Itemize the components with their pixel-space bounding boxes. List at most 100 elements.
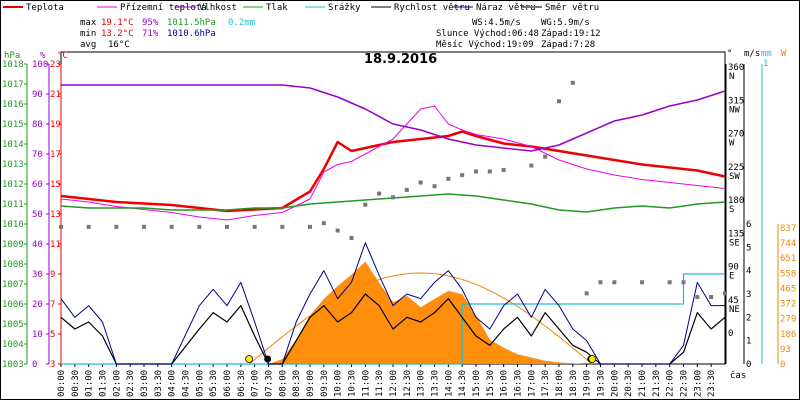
- info-sunset: Západ:19:12: [541, 29, 601, 39]
- wind-dir-point-22: [487, 169, 492, 174]
- moonset-marker: [264, 355, 272, 363]
- tick-x-2: 01:00: [85, 370, 95, 397]
- stat-max-hum: 95%: [142, 18, 159, 28]
- tick-x-22: 11:00: [361, 370, 371, 397]
- info-moonset: Západ:7:28: [541, 40, 595, 50]
- tick-hpa-1014: 1014: [2, 140, 24, 150]
- legend-label-wind-gust: Náraz větru: [476, 3, 536, 13]
- tick-hpa-1013: 1013: [2, 160, 24, 170]
- wind-dir-point-20: [460, 173, 465, 178]
- stat-avg-label: avg: [80, 40, 96, 50]
- tick-x-27: 13:30: [431, 370, 441, 397]
- tick-x-45: 22:30: [680, 370, 690, 397]
- tick-dir-label-135: SE: [729, 238, 740, 248]
- wind-dir-point-2: [114, 224, 119, 229]
- tick-temp-21: 21: [50, 90, 61, 100]
- tick-temp-23: 23: [50, 60, 61, 70]
- wind-dir-point-26: [557, 99, 561, 104]
- axis-label-pct: %: [40, 51, 46, 61]
- info-block: WS:4.5m/s WG:5.9m/s Slunce Východ:06:48 …: [436, 18, 601, 50]
- clear-sky-curve: [248, 272, 593, 365]
- legend-label-pressure: Tlak: [266, 3, 288, 13]
- tick-x-4: 02:00: [112, 370, 122, 397]
- radiation-area: [268, 261, 587, 364]
- wind-dir-point-18: [432, 184, 437, 189]
- tick-x-18: 09:00: [306, 370, 316, 397]
- stats-block: max 19.1°C 95% 1011.5hPa 0.2mm min 13.2°…: [80, 18, 255, 50]
- info-wind-gust: WG:5.9m/s: [541, 18, 590, 28]
- wind-dir-point-33: [681, 280, 686, 285]
- tick-x-24: 12:00: [389, 370, 399, 397]
- tick-dir-360: 360: [728, 63, 744, 73]
- tick-temp-3: 3: [50, 360, 55, 370]
- tick-pct-50: 50: [32, 210, 43, 220]
- tick-temp-19: 19: [50, 120, 61, 130]
- tick-pct-0: 0: [32, 360, 37, 370]
- tick-dir-label-360: N: [729, 72, 734, 82]
- wind-dir-point-21: [474, 169, 478, 174]
- axis-mm-top-tick: 1: [763, 59, 768, 69]
- tick-w-465: 465: [780, 284, 796, 294]
- tick-hpa-1006: 1006: [2, 300, 24, 310]
- tick-hpa-1016: 1016: [2, 100, 24, 110]
- wind-dir-point-1: [86, 224, 91, 229]
- stat-min-label: min: [80, 29, 96, 39]
- tick-x-1: 00:30: [71, 370, 81, 397]
- tick-x-23: 11:30: [375, 370, 385, 397]
- tick-x-38: 19:00: [583, 370, 593, 397]
- tick-hpa-1005: 1005: [2, 320, 24, 330]
- tick-x-40: 20:00: [610, 370, 620, 397]
- tick-pct-20: 20: [32, 300, 43, 310]
- tick-x-12: 06:00: [223, 370, 233, 397]
- tick-ms-6: 6: [746, 220, 751, 230]
- wind-dir-point-19: [446, 176, 451, 181]
- series-ground-temp: [60, 105, 726, 221]
- stat-min-hum: 71%: [142, 29, 159, 39]
- tick-x-8: 04:00: [168, 370, 178, 397]
- wind-dir-point-10: [321, 221, 326, 226]
- tick-pct-30: 30: [32, 270, 43, 280]
- tick-dir-45: 45: [728, 296, 739, 306]
- wind-dir-point-36: [723, 291, 727, 296]
- x-axis-label: čas: [730, 370, 746, 381]
- tick-x-5: 02:30: [126, 370, 136, 397]
- tick-hpa-1009: 1009: [2, 240, 24, 250]
- tick-w-279: 279: [780, 315, 796, 325]
- tick-x-42: 21:00: [638, 370, 648, 397]
- tick-x-46: 23:00: [693, 370, 703, 397]
- tick-w-837: 837: [780, 224, 796, 234]
- tick-ms-4: 4: [746, 267, 751, 277]
- tick-x-26: 13:00: [417, 370, 427, 397]
- tick-x-21: 10:30: [348, 370, 358, 397]
- tick-x-47: 23:30: [707, 370, 717, 397]
- tick-pct-10: 10: [32, 330, 43, 340]
- tick-ms-0: 0: [746, 360, 751, 370]
- wind-dir-point-17: [418, 180, 423, 185]
- wind-dir-point-5: [197, 224, 202, 229]
- tick-x-44: 22:00: [666, 370, 676, 397]
- tick-temp-9: 9: [50, 270, 55, 280]
- tick-ms-2: 2: [746, 313, 751, 323]
- wind-dir-point-7: [252, 224, 257, 229]
- tick-dir-270: 270: [728, 130, 744, 140]
- wind-dir-point-23: [501, 167, 506, 172]
- wind-dir-point-16: [404, 187, 409, 192]
- tick-w-558: 558: [780, 269, 796, 279]
- tick-x-14: 07:00: [251, 370, 261, 397]
- axis-label-ms: m/s: [744, 49, 760, 59]
- stat-max-press: 1011.5hPa: [167, 18, 216, 28]
- tick-pct-80: 80: [32, 120, 43, 130]
- axis-label-w: W: [781, 49, 787, 59]
- tick-x-28: 14:00: [444, 370, 454, 397]
- stat-max-label: max: [80, 18, 97, 28]
- tick-x-6: 03:00: [140, 370, 150, 397]
- tick-x-13: 06:30: [237, 370, 247, 397]
- series-rain: [61, 273, 725, 365]
- wind-dir-point-30: [612, 280, 617, 285]
- tick-dir-135: 135: [728, 229, 744, 239]
- info-sunrise: Slunce Východ:06:48: [436, 29, 539, 39]
- series-wind-speed: [60, 293, 726, 365]
- tick-dir-90: 90: [728, 263, 739, 273]
- tick-w-372: 372: [780, 300, 796, 310]
